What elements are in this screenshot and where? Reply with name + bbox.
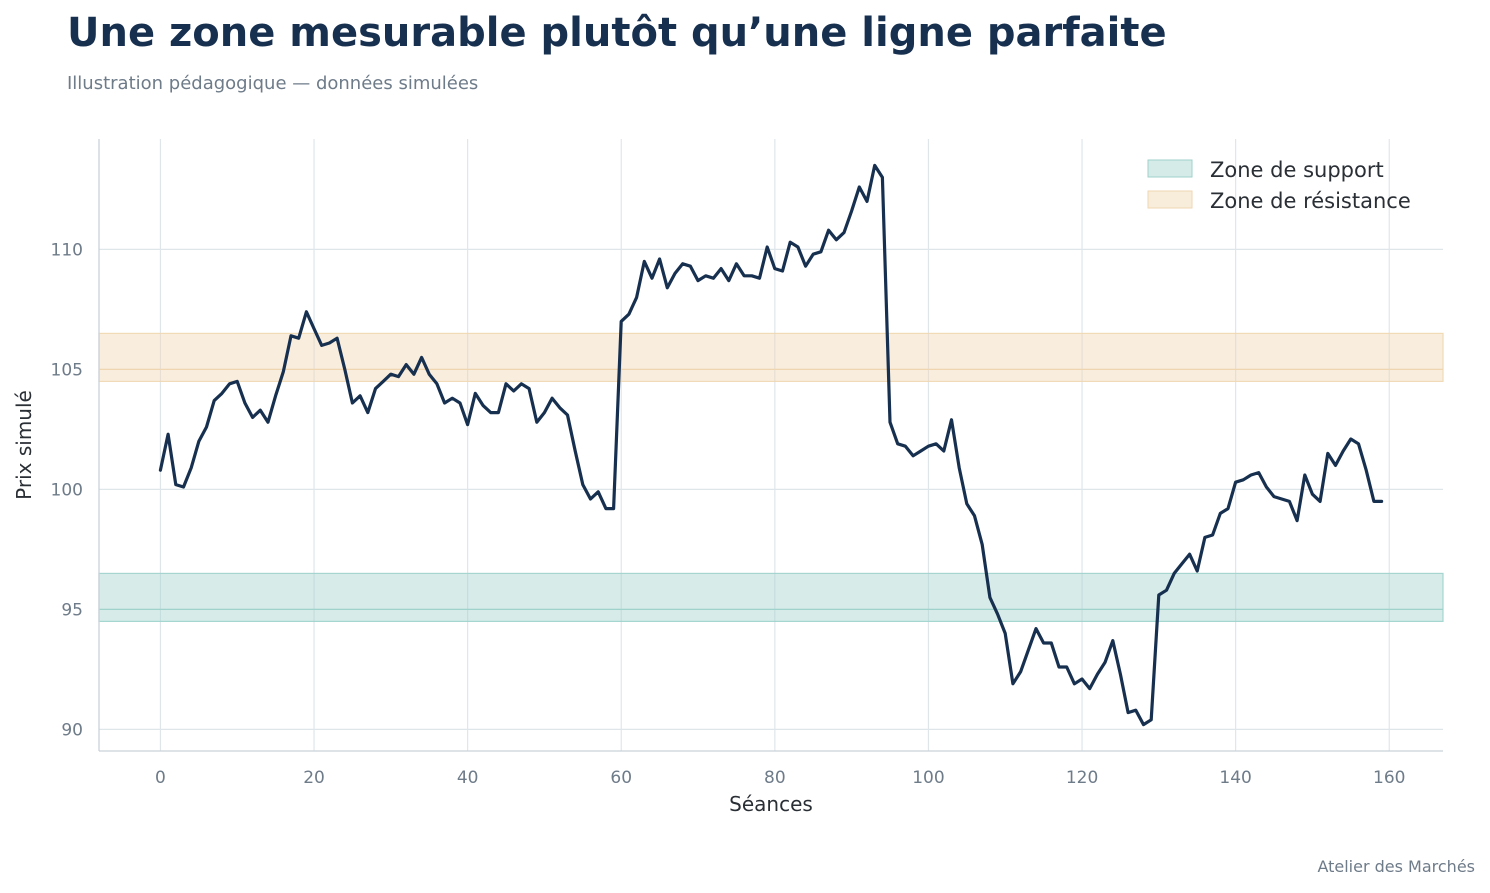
x-tick-label: 100 (912, 768, 944, 788)
x-tick-label: 20 (303, 768, 325, 788)
grid-lines (99, 139, 1443, 751)
legend: Zone de support Zone de résistance (1147, 158, 1411, 213)
legend-swatch-resistance (1147, 190, 1193, 209)
chart-subtitle: Illustration pédagogique — données simul… (67, 73, 479, 94)
y-tick-label: 110 (51, 240, 83, 260)
legend-label-support: Zone de support (1210, 158, 1384, 182)
y-tick-label: 95 (61, 600, 83, 620)
x-tick-label: 140 (1219, 768, 1251, 788)
x-tick-label: 0 (155, 768, 166, 788)
tick-labels: 0 20 40 60 80 100 120 140 160 90 95 100 105 110 (51, 240, 1406, 788)
x-axis-label: Séances (729, 792, 813, 816)
credit-text: Atelier des Marchés (1317, 857, 1475, 876)
y-tick-label: 100 (51, 480, 83, 500)
x-tick-label: 40 (457, 768, 479, 788)
y-axis-label: Prix simulé (12, 390, 36, 500)
legend-swatch-support (1147, 159, 1193, 178)
x-tick-label: 160 (1373, 768, 1405, 788)
legend-label-resistance: Zone de résistance (1210, 189, 1411, 213)
zone-band-support (98, 572, 1444, 623)
y-tick-label: 90 (61, 720, 83, 740)
x-tick-label: 80 (764, 768, 786, 788)
price-series-line (158, 163, 1384, 727)
x-tick-label: 60 (610, 768, 632, 788)
zone-bands (98, 332, 1444, 623)
axes (98, 139, 1443, 752)
chart-title: Une zone mesurable plutôt qu’une ligne p… (67, 10, 1167, 56)
y-tick-label: 105 (51, 360, 83, 380)
x-tick-label: 120 (1066, 768, 1098, 788)
series-layer (158, 163, 1384, 727)
zone-band-resistance (98, 332, 1444, 382)
